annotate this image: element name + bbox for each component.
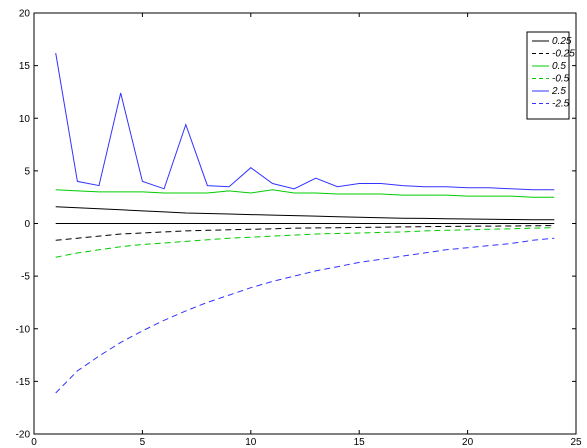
legend-label: -0.5 <box>552 74 570 85</box>
x-tick-label: 15 <box>354 437 366 448</box>
y-tick-label: -10 <box>16 324 31 335</box>
x-tick-label: 25 <box>570 437 582 448</box>
y-tick-label: -5 <box>21 272 30 283</box>
x-tick-label: 20 <box>462 437 474 448</box>
x-tick-label: 0 <box>31 437 37 448</box>
legend-label: -0.25 <box>552 49 575 60</box>
legend-label: -2.5 <box>552 99 570 110</box>
axes-layer: 0 5 10 15 20 25 -20 -15 -10 -5 0 5 10 15 20 <box>16 9 582 448</box>
y-tick-label: 10 <box>19 114 31 125</box>
y-tick-label: 0 <box>24 219 30 230</box>
y-tick-label: 15 <box>19 61 31 72</box>
y-tick-label: 20 <box>19 9 31 20</box>
y-tick-label: -20 <box>16 430 31 441</box>
legend: 0.25 -0.250.5 -0.52.5 -2.5 <box>526 31 575 120</box>
legend-label: 0.25 <box>552 36 572 47</box>
x-tick-label: 10 <box>245 437 257 448</box>
series-line-2 <box>55 225 555 241</box>
y-tick-label: 5 <box>24 166 30 177</box>
series-line-6 <box>55 237 555 394</box>
series-line-3 <box>55 189 555 198</box>
series-line-5 <box>55 52 555 191</box>
legend-label: 0.5 <box>552 61 566 72</box>
x-tick-label: 5 <box>140 437 146 448</box>
y-tick-label: -15 <box>16 377 31 388</box>
series-line-4 <box>55 227 555 258</box>
legend-box <box>526 31 570 120</box>
series-line-1 <box>55 206 555 221</box>
series-layer <box>55 52 555 394</box>
legend-label: 2.5 <box>551 86 566 97</box>
